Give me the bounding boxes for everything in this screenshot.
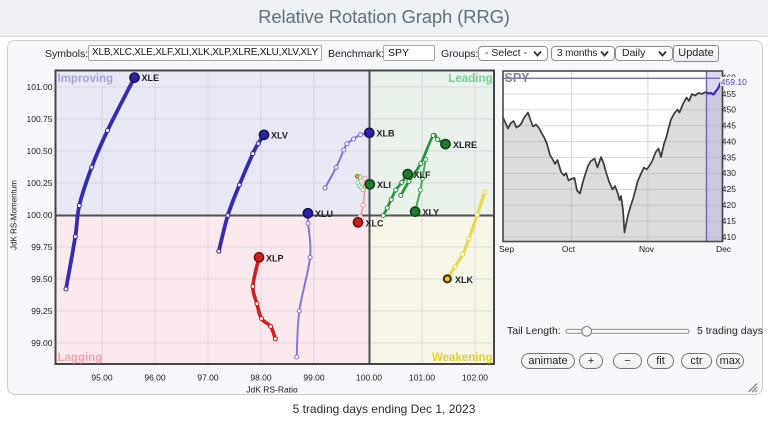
- svg-text:XLI: XLI: [377, 180, 391, 190]
- svg-text:Improving: Improving: [58, 73, 114, 85]
- svg-text:455: 455: [722, 89, 736, 99]
- svg-text:100.00: 100.00: [27, 210, 53, 220]
- svg-text:Nov: Nov: [639, 244, 655, 254]
- svg-text:435: 435: [722, 152, 736, 162]
- svg-text:101.00: 101.00: [409, 373, 435, 383]
- svg-text:96.00: 96.00: [144, 373, 166, 383]
- svg-text:XLP: XLP: [266, 254, 284, 264]
- svg-text:99.75: 99.75: [31, 242, 53, 252]
- svg-text:XLK: XLK: [455, 275, 474, 285]
- svg-text:97.00: 97.00: [197, 373, 219, 383]
- svg-text:100.00: 100.00: [356, 373, 382, 383]
- svg-text:100.75: 100.75: [27, 114, 53, 124]
- svg-text:450: 450: [722, 105, 736, 115]
- svg-text:Dec: Dec: [716, 244, 732, 254]
- svg-text:410: 410: [722, 232, 736, 242]
- svg-text:99.25: 99.25: [31, 306, 53, 316]
- svg-text:XLV: XLV: [271, 131, 288, 141]
- svg-text:Weakening: Weakening: [432, 352, 493, 364]
- svg-text:SPY: SPY: [505, 71, 531, 85]
- svg-text:JdK RS-Ratio: JdK RS-Ratio: [246, 385, 298, 395]
- svg-text:420: 420: [722, 200, 736, 210]
- svg-text:Lagging: Lagging: [58, 352, 103, 364]
- svg-text:445: 445: [722, 121, 736, 131]
- svg-text:XLU: XLU: [315, 209, 333, 219]
- svg-text:JdK RS-Momentum: JdK RS-Momentum: [10, 180, 19, 250]
- svg-text:100.50: 100.50: [27, 146, 53, 156]
- svg-text:100.25: 100.25: [27, 178, 53, 188]
- svg-text:XLE: XLE: [142, 73, 160, 83]
- svg-text:415: 415: [722, 216, 736, 226]
- svg-text:XLY: XLY: [423, 208, 440, 218]
- svg-text:99.50: 99.50: [31, 274, 53, 284]
- svg-text:102.00: 102.00: [462, 373, 488, 383]
- svg-text:XLC: XLC: [366, 219, 385, 229]
- svg-text:XLRE: XLRE: [453, 140, 477, 150]
- svg-text:101.00: 101.00: [27, 82, 53, 92]
- svg-text:XLB: XLB: [377, 129, 396, 139]
- svg-text:99.00: 99.00: [31, 338, 53, 348]
- svg-text:425: 425: [722, 184, 736, 194]
- svg-text:440: 440: [722, 137, 736, 147]
- svg-text:Sep: Sep: [499, 244, 514, 254]
- svg-text:Oct: Oct: [562, 244, 576, 254]
- svg-text:Leading: Leading: [448, 73, 492, 85]
- svg-text:XLF: XLF: [414, 170, 432, 180]
- svg-text:95.00: 95.00: [91, 373, 113, 383]
- svg-text:98.00: 98.00: [250, 373, 272, 383]
- svg-text:430: 430: [722, 168, 736, 178]
- svg-text:99.00: 99.00: [303, 373, 325, 383]
- svg-text:459.10: 459.10: [721, 77, 747, 87]
